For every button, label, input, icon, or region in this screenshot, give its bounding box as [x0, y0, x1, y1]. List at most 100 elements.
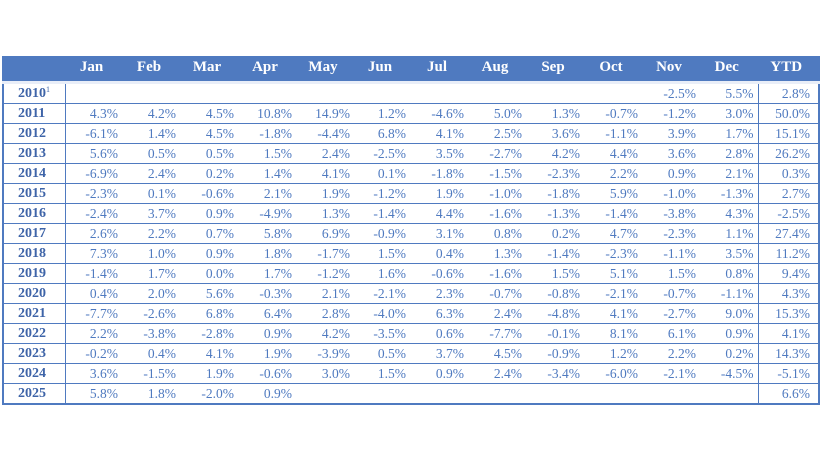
header-row: Jan Feb Mar Apr May Jun Jul Aug Sep Oct Nov Dec YTD [3, 56, 819, 84]
monthly-return-cell: 14.9% [296, 103, 354, 124]
monthly-return-cell: -0.3% [238, 283, 296, 304]
monthly-return-cell: -3.8% [122, 323, 180, 344]
ytd-return-cell: 11.2% [757, 243, 819, 264]
monthly-return-cell: 4.5% [468, 343, 526, 364]
monthly-return-cell: 4.2% [122, 103, 180, 124]
monthly-return-cell: -4.0% [354, 303, 410, 324]
year-label: 2025 [18, 385, 46, 401]
monthly-return-cell: 0.9% [700, 323, 758, 344]
monthly-return-cell: 2.5% [468, 123, 526, 144]
monthly-return-cell: 1.7% [122, 263, 180, 284]
monthly-return-cell: -4.9% [238, 203, 296, 224]
monthly-return-cell: -2.3% [526, 163, 584, 184]
month-header-feb: Feb [122, 56, 180, 84]
monthly-return-cell: -1.1% [584, 123, 642, 144]
year-label: 2017 [18, 225, 46, 241]
ytd-return-cell: -2.5% [757, 203, 819, 224]
month-header-jun: Jun [354, 56, 410, 84]
monthly-return-cell [584, 82, 642, 104]
monthly-return-cell: -7.7% [65, 303, 122, 324]
monthly-return-cell: 0.5% [354, 343, 410, 364]
monthly-return-cell: 6.8% [180, 303, 238, 324]
year-label: 2012 [18, 125, 46, 141]
month-header-apr: Apr [238, 56, 296, 84]
year-label: 2024 [18, 365, 46, 381]
year-cell: 2020 [3, 283, 66, 304]
monthly-return-cell: 0.5% [122, 143, 180, 164]
monthly-return-cell: 0.9% [180, 203, 238, 224]
monthly-return-cell: 1.3% [526, 103, 584, 124]
monthly-return-cell: 1.7% [700, 123, 758, 144]
monthly-return-cell [354, 82, 410, 104]
table-row: 2019 -1.4% 1.7% 0.0% 1.7% -1.2% 1.6% -0.6% -1.6%… [3, 263, 819, 284]
monthly-return-cell: 0.4% [122, 343, 180, 364]
monthly-return-cell: 1.8% [238, 243, 296, 264]
monthly-return-cell: 1.3% [468, 243, 526, 264]
monthly-return-cell: 0.2% [180, 163, 238, 184]
ytd-return-cell: 4.3% [757, 283, 819, 304]
monthly-return-cell: 4.3% [700, 203, 758, 224]
monthly-return-cell: 3.6% [65, 363, 122, 384]
monthly-return-cell: -0.6% [180, 183, 238, 204]
monthly-return-cell: 2.4% [122, 163, 180, 184]
year-cell: 2014 [3, 163, 66, 184]
monthly-return-cell: 0.8% [700, 263, 758, 284]
monthly-return-cell: -7.7% [468, 323, 526, 344]
monthly-return-cell: 3.6% [526, 123, 584, 144]
ytd-return-cell: 50.0% [757, 103, 819, 124]
monthly-return-cell: -2.1% [354, 283, 410, 304]
year-label: 2014 [18, 165, 46, 181]
monthly-return-cell: 1.9% [296, 183, 354, 204]
monthly-return-cell: 5.0% [468, 103, 526, 124]
monthly-return-cell: 2.2% [122, 223, 180, 244]
ytd-return-cell: 26.2% [757, 143, 819, 164]
monthly-return-cell: -3.4% [526, 363, 584, 384]
monthly-return-cell: 1.5% [354, 243, 410, 264]
monthly-return-cell: 1.4% [122, 123, 180, 144]
monthly-return-cell: 2.6% [65, 223, 122, 244]
monthly-return-cell: 0.1% [122, 183, 180, 204]
monthly-return-cell: -1.5% [468, 163, 526, 184]
monthly-return-cell: 3.7% [410, 343, 468, 364]
monthly-return-cell: -1.8% [526, 183, 584, 204]
monthly-return-cell: -0.9% [526, 343, 584, 364]
footnote-marker: 1 [46, 85, 50, 94]
monthly-return-cell: 0.0% [180, 263, 238, 284]
monthly-return-cell: -6.1% [65, 123, 122, 144]
month-header-nov: Nov [642, 56, 700, 84]
monthly-return-cell: 4.2% [296, 323, 354, 344]
year-cell: 2013 [3, 143, 66, 164]
monthly-return-cell: 5.8% [238, 223, 296, 244]
year-label: 2020 [18, 285, 46, 301]
monthly-return-cell: -1.6% [468, 263, 526, 284]
table-row: 2017 2.6% 2.2% 0.7% 5.8% 6.9% -0.9% 3.1% 0.8% 0.2… [3, 223, 819, 244]
ytd-return-cell: 27.4% [757, 223, 819, 244]
monthly-return-cell: 2.4% [468, 363, 526, 384]
ytd-return-cell: -5.1% [757, 363, 819, 384]
monthly-return-cell: 6.3% [410, 303, 468, 324]
monthly-return-cell: -1.2% [642, 103, 700, 124]
monthly-return-cell: 4.1% [410, 123, 468, 144]
monthly-return-cell: 2.8% [700, 143, 758, 164]
monthly-return-cell: -0.2% [65, 343, 122, 364]
year-label: 2013 [18, 145, 46, 161]
monthly-return-cell: 4.2% [526, 143, 584, 164]
monthly-return-cell: 9.0% [700, 303, 758, 324]
monthly-return-cell: 0.7% [180, 223, 238, 244]
monthly-return-cell: 3.9% [642, 123, 700, 144]
ytd-return-cell: 4.1% [757, 323, 819, 344]
table-row: 2011 4.3% 4.2% 4.5% 10.8% 14.9% 1.2% -4.6% 5.0% 1… [3, 103, 819, 124]
ytd-return-cell: 0.3% [757, 163, 819, 184]
monthly-return-cell: -2.4% [65, 203, 122, 224]
monthly-return-cell: 4.1% [296, 163, 354, 184]
monthly-return-cell [180, 82, 238, 104]
monthly-return-cell: 0.2% [526, 223, 584, 244]
monthly-return-cell: 0.9% [410, 363, 468, 384]
monthly-return-cell: 4.1% [180, 343, 238, 364]
monthly-return-cell: 4.3% [65, 103, 122, 124]
monthly-return-cell: 3.5% [410, 143, 468, 164]
monthly-return-cell [354, 383, 410, 405]
monthly-return-cell [122, 82, 180, 104]
monthly-return-cell: -1.8% [410, 163, 468, 184]
monthly-return-cell: 2.4% [468, 303, 526, 324]
